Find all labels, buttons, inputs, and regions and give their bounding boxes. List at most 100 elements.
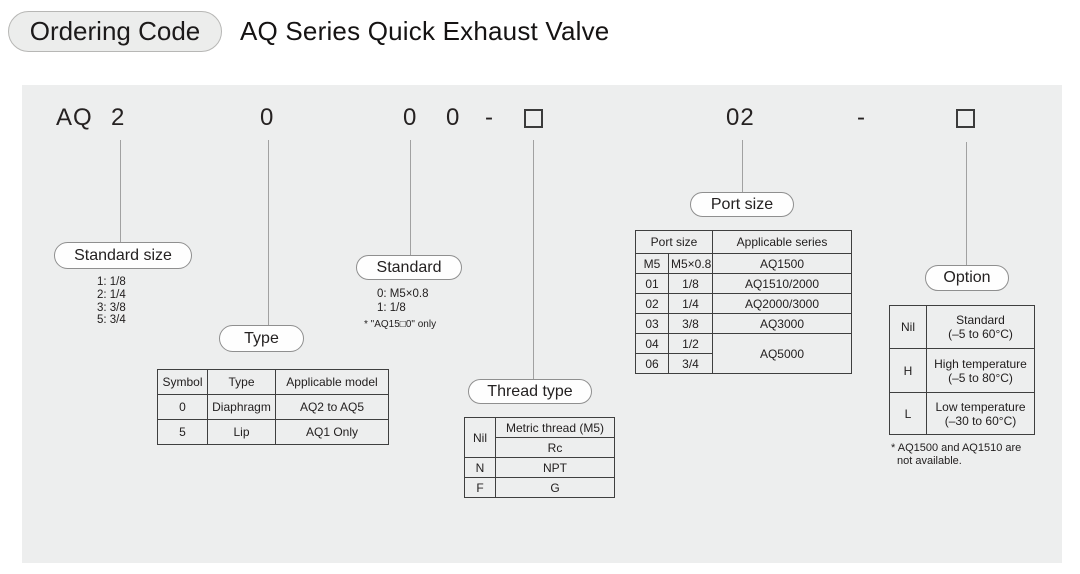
thread-name: NPT	[495, 457, 615, 478]
port-code: 03	[635, 313, 669, 334]
code-standard-size-digit: 2	[111, 104, 126, 131]
standard-option: 0: M5×0.8	[377, 288, 429, 300]
connector-standard-size	[120, 140, 121, 242]
port-series: AQ3000	[712, 313, 852, 334]
connector-type	[268, 140, 269, 325]
port-size-table: Port size Applicable series M5 M5×0.8 AQ…	[635, 230, 852, 374]
thread-symbol: F	[464, 477, 496, 498]
code-port-size: 02	[726, 104, 755, 131]
option-description: High temperature (–5 to 80°C)	[926, 348, 1035, 393]
port-dimension: M5×0.8	[668, 253, 713, 274]
connector-option	[966, 142, 967, 265]
type-label: Type	[219, 325, 304, 352]
port-dimension: 1/2	[668, 333, 713, 354]
port-size-header: Port size	[635, 230, 713, 254]
page-title: AQ Series Quick Exhaust Valve	[240, 16, 610, 46]
option-note-line: not available.	[897, 455, 962, 467]
thread-type-placeholder-box	[524, 109, 543, 128]
type-table-header-row: Symbol Type Applicable model	[157, 369, 389, 395]
port-series: AQ5000	[712, 333, 852, 374]
type-name: Diaphragm	[207, 394, 276, 420]
port-size-row: 02 1/4 AQ2000/3000	[635, 293, 852, 314]
type-table-header: Type	[207, 369, 276, 395]
connector-thread-type	[533, 140, 534, 379]
standard-option: 1: 1/8	[377, 302, 406, 314]
port-code: 02	[635, 293, 669, 314]
option-temp-range: (–5 to 80°C)	[948, 370, 1013, 385]
type-table-row: 5 Lip AQ1 Only	[157, 419, 389, 445]
option-description: Standard (–5 to 60°C)	[926, 305, 1035, 349]
standard-size-option: 5: 3/4	[97, 314, 126, 327]
type-symbol: 5	[157, 419, 208, 445]
option-name: High temperature	[934, 356, 1027, 371]
standard-size-option: 2: 1/4	[97, 288, 126, 301]
port-code: 06	[635, 353, 669, 374]
port-dimension: 1/4	[668, 293, 713, 314]
connector-port-size	[742, 140, 743, 192]
option-temp-range: (–5 to 60°C)	[948, 327, 1013, 341]
type-table-row: 0 Diaphragm AQ2 to AQ5	[157, 394, 389, 420]
thread-type-row: N NPT	[464, 457, 615, 478]
port-series: AQ1500	[712, 253, 852, 274]
code-prefix: AQ	[56, 104, 93, 131]
option-label: Option	[925, 265, 1009, 291]
thread-type-table: Nil Metric thread (M5) Rc N NPT F G	[464, 417, 615, 498]
option-symbol: H	[889, 348, 927, 393]
thread-type-row: Nil Metric thread (M5)	[464, 417, 615, 458]
option-name: Standard	[956, 313, 1005, 327]
standard-size-option: 1: 1/8	[97, 276, 126, 288]
option-row: L Low temperature (–30 to 60°C)	[889, 392, 1035, 435]
option-note-line: * AQ1500 and AQ1510 are	[891, 442, 1022, 454]
port-code: M5	[635, 253, 669, 274]
thread-name: Metric thread (M5)	[495, 417, 615, 438]
thread-symbol: N	[464, 457, 496, 478]
option-row: Nil Standard (–5 to 60°C)	[889, 305, 1035, 349]
ordering-code-badge: Ordering Code	[8, 11, 222, 52]
thread-type-label: Thread type	[468, 379, 592, 404]
connector-standard	[410, 140, 411, 255]
code-fixed-digit: 0	[446, 104, 461, 131]
type-symbol: 0	[157, 394, 208, 420]
type-table: Symbol Type Applicable model 0 Diaphragm…	[157, 369, 389, 445]
port-size-header-row: Port size Applicable series	[635, 230, 852, 254]
thread-symbol: Nil	[464, 417, 496, 458]
standard-size-label: Standard size	[54, 242, 192, 269]
option-note: * AQ1500 and AQ1510 are not available.	[891, 442, 1021, 468]
option-row: H High temperature (–5 to 80°C)	[889, 348, 1035, 393]
thread-name: Rc	[495, 437, 615, 458]
option-symbol: Nil	[889, 305, 927, 349]
standard-size-options: 1: 1/8 2: 1/4 3: 3/8 5: 3/4	[97, 276, 126, 327]
option-description: Low temperature (–30 to 60°C)	[926, 392, 1035, 435]
port-series: AQ2000/3000	[712, 293, 852, 314]
type-applicable-model: AQ1 Only	[275, 419, 389, 445]
port-size-row: 03 3/8 AQ3000	[635, 313, 852, 334]
port-dimension: 3/8	[668, 313, 713, 334]
option-symbol: L	[889, 392, 927, 435]
standard-options: 0: M5×0.8 1: 1/8	[377, 287, 428, 315]
port-size-row: 06 3/4	[635, 353, 852, 374]
option-placeholder-box	[956, 109, 975, 128]
thread-type-row: F G	[464, 477, 615, 498]
code-standard-digit: 0	[403, 104, 418, 131]
type-applicable-model: AQ2 to AQ5	[275, 394, 389, 420]
port-size-label: Port size	[690, 192, 794, 217]
option-table: Nil Standard (–5 to 60°C) H High tempera…	[889, 305, 1035, 435]
code-dash-2: -	[857, 104, 866, 131]
applicable-series-header: Applicable series	[712, 230, 852, 254]
option-temp-range: (–30 to 60°C)	[944, 413, 1017, 428]
standard-note: * "AQ15□0" only	[364, 319, 437, 330]
standard-label: Standard	[356, 255, 462, 280]
thread-name: G	[495, 477, 615, 498]
port-series: AQ1510/2000	[712, 273, 852, 294]
code-type-digit: 0	[260, 104, 275, 131]
port-dimension: 3/4	[668, 353, 713, 374]
option-name: Low temperature	[935, 399, 1026, 414]
port-code: 01	[635, 273, 669, 294]
type-table-header: Applicable model	[275, 369, 389, 395]
type-table-header: Symbol	[157, 369, 208, 395]
standard-size-option: 3: 3/8	[97, 301, 126, 314]
type-name: Lip	[207, 419, 276, 445]
port-size-row: 04 1/2 AQ5000	[635, 333, 852, 374]
port-dimension: 1/8	[668, 273, 713, 294]
